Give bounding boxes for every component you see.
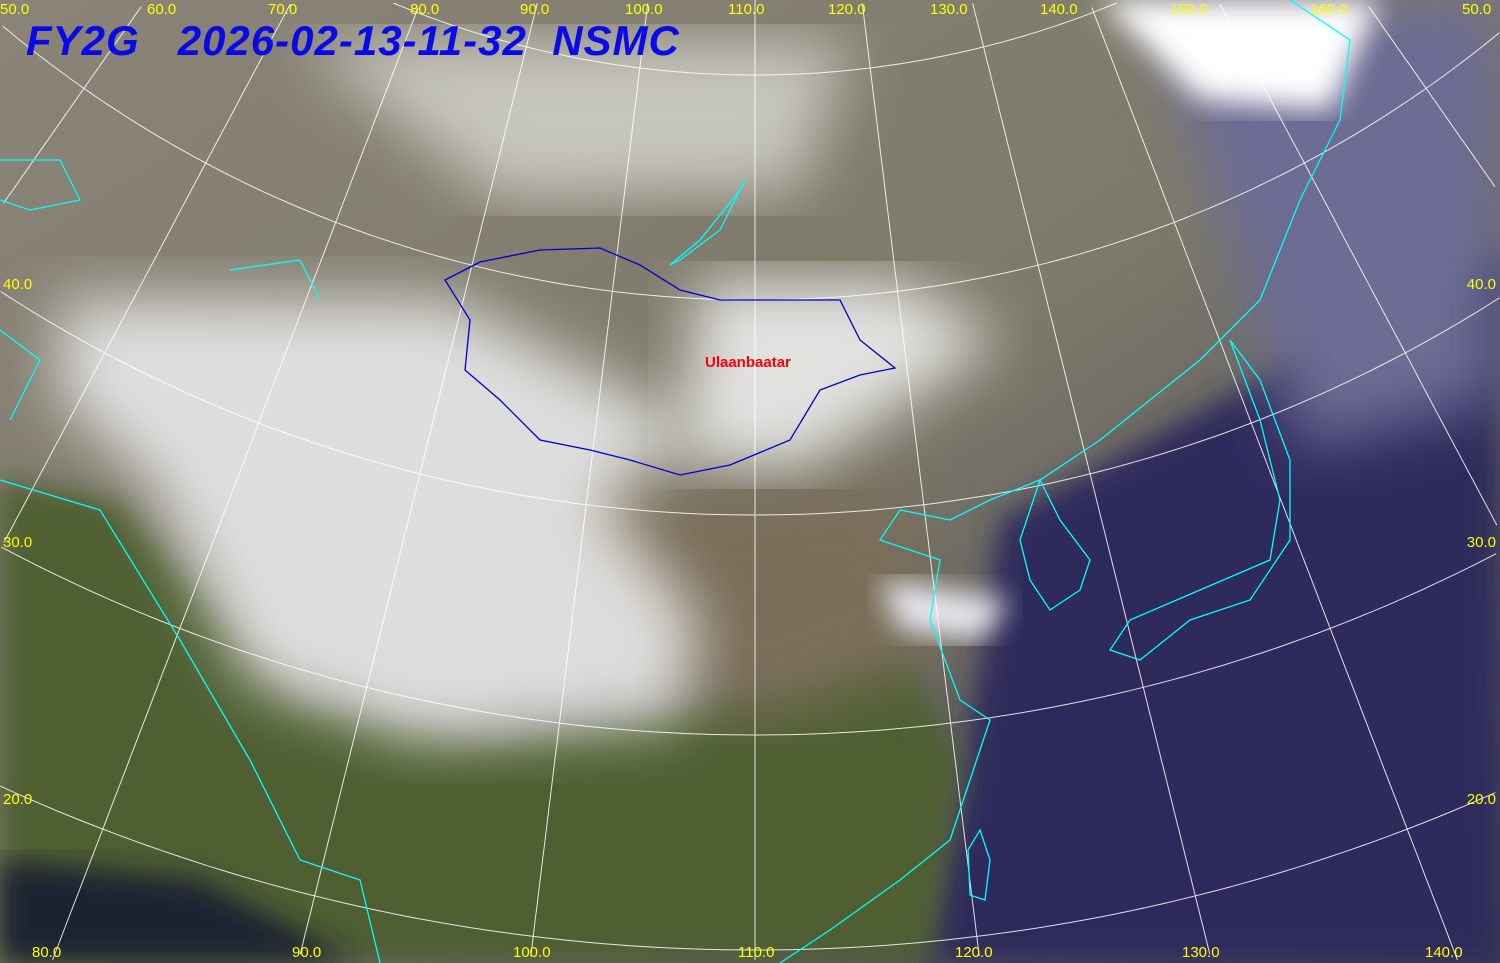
graticule-label: 90.0	[520, 1, 550, 18]
coastline-korea	[1019, 478, 1091, 611]
graticule-label: 140.0	[1040, 1, 1078, 18]
graticule-label: 80.0	[32, 944, 62, 961]
graticule-label: 30.0	[1466, 534, 1496, 551]
graticule-label: 50.0	[0, 1, 30, 18]
longitude-line	[861, 3, 980, 957]
mongolia-border	[444, 247, 897, 476]
city-label-ulaanbaatar: Ulaanbaatar	[705, 354, 791, 371]
graticule-label: 50.0	[1462, 1, 1492, 18]
graticule-label: 40.0	[3, 276, 33, 293]
graticule-label: 90.0	[292, 944, 322, 961]
coastline-india	[0, 479, 381, 963]
longitude-line	[299, 3, 538, 955]
graticule-label: 100.0	[513, 944, 551, 961]
satellite-name: FY2G	[26, 17, 140, 64]
graticule-label: 20.0	[1466, 791, 1496, 808]
graticule-label: 150.0	[1170, 1, 1208, 18]
longitude-line	[1368, 6, 1496, 187]
longitude-line	[3, 3, 291, 543]
title-gap	[527, 17, 552, 64]
image-datetime: 2026-02-13-11-32	[177, 17, 527, 64]
graticule-label: 40.0	[1466, 276, 1496, 293]
graticule-label: 130.0	[930, 1, 968, 18]
agency-name: NSMC	[552, 17, 680, 64]
latitude-line	[0, 291, 1500, 516]
graticule-label: 120.0	[955, 944, 993, 961]
longitude-line	[530, 3, 649, 957]
graticule-label: 100.0	[625, 1, 663, 18]
longitude-line	[52, 7, 419, 960]
coastline-japan	[1108, 339, 1291, 661]
graticule-label: 130.0	[1182, 944, 1220, 961]
latitude-line	[0, 785, 1496, 951]
latitude-line	[1, 546, 1497, 736]
longitude-line	[972, 3, 1211, 955]
longitude-line	[1219, 3, 1498, 526]
graticule-label: 70.0	[268, 1, 298, 18]
graticule-label: 20.0	[3, 791, 33, 808]
graticule-label: 30.0	[3, 534, 33, 551]
coastline-taiwan	[967, 828, 991, 901]
image-title: FY2G 2026-02-13-11-32 NSMC	[26, 20, 680, 62]
longitude-line	[3, 6, 142, 204]
graticule-label: 110.0	[728, 1, 765, 18]
graticule-label: 110.0	[738, 944, 775, 961]
lake-baikal	[669, 179, 746, 266]
graticule-label: 80.0	[410, 1, 440, 18]
coastline-china	[779, 0, 1351, 963]
title-gap	[140, 17, 178, 64]
coastline-west	[0, 159, 321, 421]
graticule-label: 140.0	[1425, 944, 1463, 961]
graticule-label: 60.0	[147, 1, 177, 18]
graticule-label: 160.0	[1310, 1, 1348, 18]
longitude-line	[1091, 7, 1458, 960]
coastlines	[0, 0, 1351, 963]
graticule-label: 120.0	[828, 1, 866, 18]
